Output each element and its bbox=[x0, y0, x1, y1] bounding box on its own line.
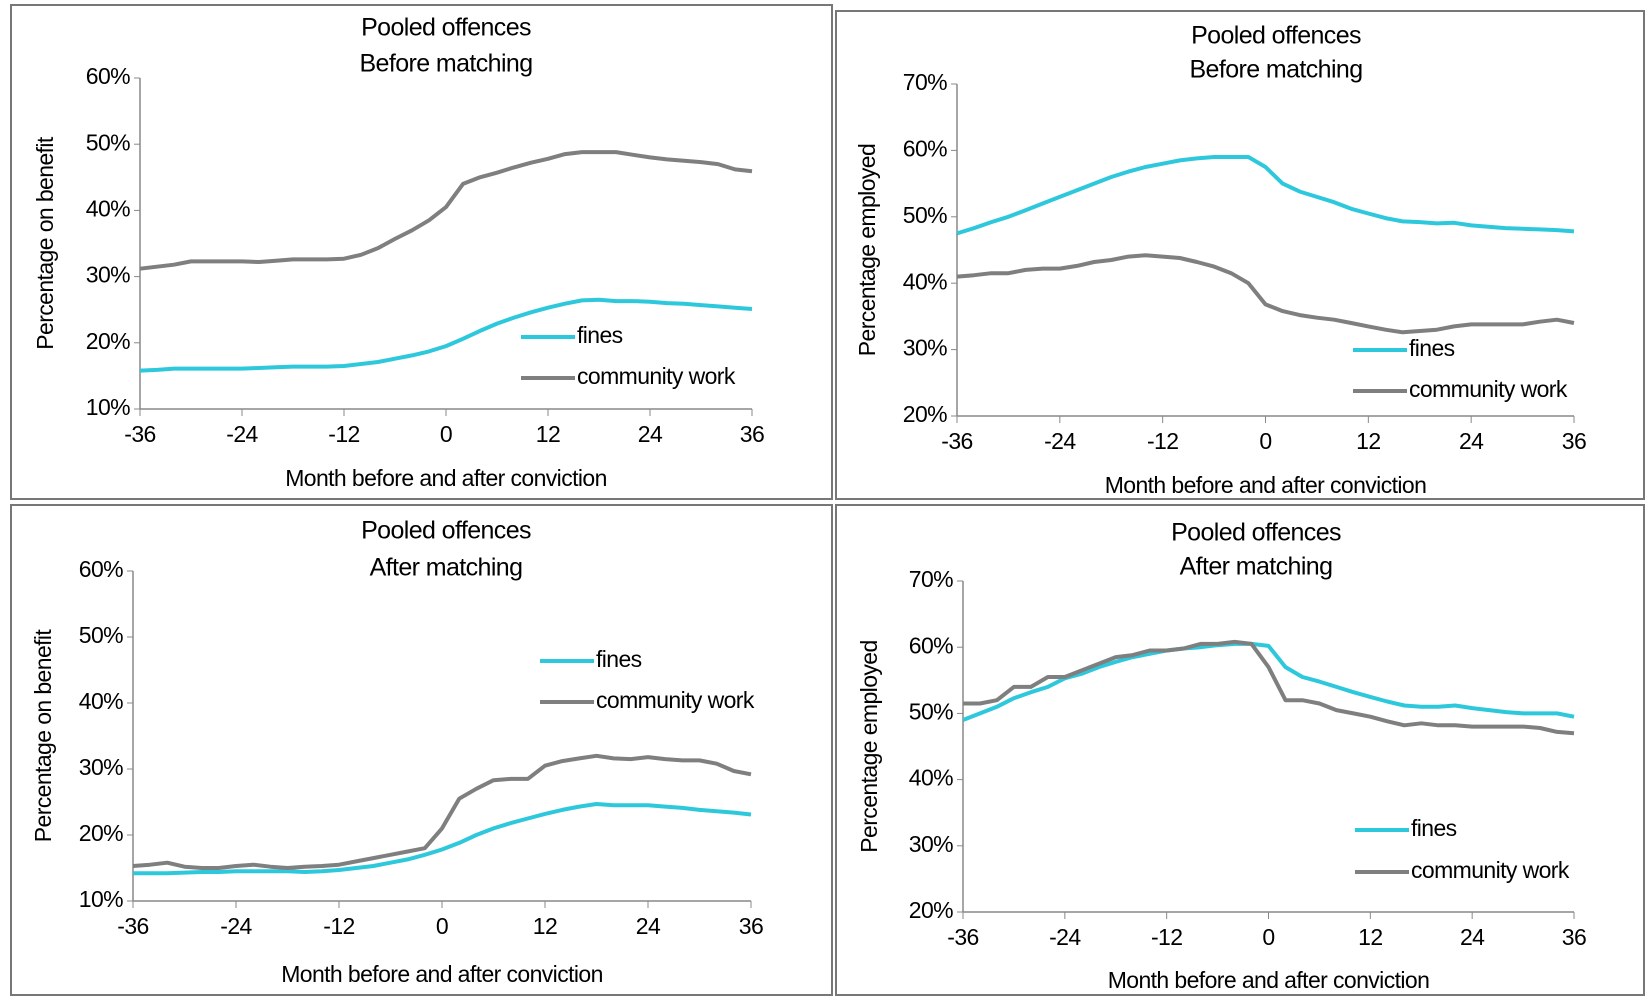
y-tick-label: 10% bbox=[86, 394, 130, 420]
y-tick-label: 40% bbox=[909, 765, 953, 791]
y-tick-label: 30% bbox=[903, 335, 947, 361]
x-axis-label: Month before and after conviction bbox=[285, 465, 607, 491]
y-tick-label: 60% bbox=[79, 556, 123, 582]
y-tick-label: 50% bbox=[909, 698, 953, 724]
x-tick-label: 12 bbox=[1358, 924, 1382, 950]
y-tick-label: 20% bbox=[909, 897, 953, 923]
chart-subtitle: Before matching bbox=[1189, 56, 1362, 84]
series-line bbox=[956, 253, 1575, 335]
y-tick-label: 30% bbox=[79, 754, 123, 780]
x-tick-label: 0 bbox=[1259, 428, 1271, 454]
y-tick-label: 50% bbox=[79, 622, 123, 648]
x-tick-label: 0 bbox=[436, 913, 448, 939]
chart-title: Pooled offences bbox=[1191, 22, 1361, 50]
x-tick-label: -36 bbox=[941, 428, 972, 454]
chart-title: Pooled offences bbox=[361, 14, 531, 42]
x-tick-label: -36 bbox=[947, 924, 978, 950]
x-tick-label: 24 bbox=[1460, 924, 1485, 950]
x-tick-label: -12 bbox=[1147, 428, 1178, 454]
chart-subtitle: After matching bbox=[370, 554, 523, 582]
x-tick-label: -24 bbox=[1049, 924, 1081, 950]
panel-border bbox=[835, 10, 1645, 500]
y-tick-label: 20% bbox=[903, 401, 947, 427]
y-tick-label: 40% bbox=[903, 268, 947, 294]
panel-border bbox=[10, 504, 833, 996]
y-tick-label: 50% bbox=[903, 202, 947, 228]
legend-label: community work bbox=[1409, 376, 1568, 402]
y-tick-label: 70% bbox=[903, 69, 947, 95]
y-tick-label: 40% bbox=[86, 195, 130, 221]
x-tick-label: 0 bbox=[1262, 924, 1274, 950]
x-tick-label: 12 bbox=[1356, 428, 1380, 454]
x-tick-label: 12 bbox=[533, 913, 557, 939]
x-tick-label: 24 bbox=[636, 913, 661, 939]
x-axis-label: Month before and after conviction bbox=[281, 961, 603, 987]
y-tick-label: 10% bbox=[79, 886, 123, 912]
y-tick-label: 20% bbox=[79, 820, 123, 846]
y-tick-label: 60% bbox=[903, 135, 947, 161]
y-axis-label: Percentage employed bbox=[854, 144, 880, 356]
chart-subtitle: After matching bbox=[1180, 553, 1333, 581]
x-tick-label: 36 bbox=[740, 421, 764, 447]
x-tick-label: -12 bbox=[1151, 924, 1182, 950]
legend-label: fines bbox=[577, 322, 623, 348]
legend-label: fines bbox=[1411, 815, 1457, 841]
series-line bbox=[962, 641, 1575, 722]
series-line bbox=[132, 753, 752, 870]
x-tick-label: 36 bbox=[1562, 924, 1586, 950]
legend-label: community work bbox=[1411, 857, 1570, 883]
x-tick-label: -24 bbox=[220, 913, 252, 939]
legend-label: community work bbox=[577, 363, 736, 389]
y-tick-label: 30% bbox=[909, 831, 953, 857]
x-axis-label: Month before and after conviction bbox=[1105, 472, 1427, 498]
chart-subtitle: Before matching bbox=[359, 50, 532, 78]
x-tick-label: -36 bbox=[124, 421, 155, 447]
x-tick-label: 24 bbox=[638, 421, 663, 447]
x-tick-label: 0 bbox=[440, 421, 452, 447]
series-line bbox=[139, 297, 753, 373]
y-tick-label: 60% bbox=[86, 63, 130, 89]
y-axis-label: Percentage employed bbox=[856, 640, 882, 852]
y-tick-label: 20% bbox=[86, 328, 130, 354]
chart-title: Pooled offences bbox=[1171, 519, 1341, 547]
series-line bbox=[956, 155, 1575, 236]
y-axis-label: Percentage on benefit bbox=[32, 136, 58, 350]
panel-border bbox=[835, 504, 1645, 996]
legend-label: community work bbox=[596, 687, 755, 713]
legend-label: fines bbox=[1409, 335, 1455, 361]
series-line bbox=[133, 802, 752, 876]
x-tick-label: -24 bbox=[226, 421, 258, 447]
y-tick-label: 50% bbox=[86, 129, 130, 155]
x-tick-label: 36 bbox=[1562, 428, 1586, 454]
chart-title: Pooled offences bbox=[361, 517, 531, 545]
x-tick-label: -12 bbox=[328, 421, 359, 447]
series-line bbox=[139, 150, 753, 271]
y-tick-label: 30% bbox=[86, 262, 130, 288]
legend-label: fines bbox=[596, 646, 642, 672]
y-axis-label: Percentage on benefit bbox=[30, 629, 56, 843]
x-tick-label: -36 bbox=[117, 913, 148, 939]
y-tick-label: 70% bbox=[909, 566, 953, 592]
x-axis-label: Month before and after conviction bbox=[1108, 967, 1430, 993]
y-tick-label: 40% bbox=[79, 688, 123, 714]
panel-border bbox=[10, 4, 833, 500]
series-line bbox=[963, 639, 1575, 736]
y-tick-label: 60% bbox=[909, 632, 953, 658]
x-tick-label: 12 bbox=[536, 421, 560, 447]
x-tick-label: 36 bbox=[739, 913, 763, 939]
x-tick-label: -24 bbox=[1044, 428, 1076, 454]
x-tick-label: -12 bbox=[323, 913, 354, 939]
x-tick-label: 24 bbox=[1459, 428, 1484, 454]
